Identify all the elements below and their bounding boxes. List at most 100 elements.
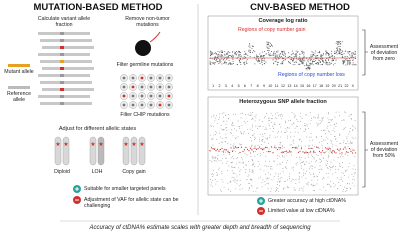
dot xyxy=(280,136,281,138)
dot xyxy=(230,55,232,57)
dot xyxy=(302,51,304,53)
dot xyxy=(256,188,258,190)
dot xyxy=(352,125,354,127)
dot xyxy=(338,40,340,42)
dot xyxy=(233,145,235,147)
allele xyxy=(60,32,64,35)
dot xyxy=(352,129,354,131)
dot xyxy=(255,54,257,56)
dot xyxy=(293,56,295,58)
dot xyxy=(309,62,311,64)
dot xyxy=(341,50,343,52)
dot xyxy=(292,52,294,54)
dot xyxy=(350,54,352,56)
dot xyxy=(222,181,224,183)
dot xyxy=(342,162,343,163)
dot xyxy=(323,62,325,64)
dot xyxy=(276,187,278,189)
dot xyxy=(243,56,245,58)
nucleus xyxy=(149,85,153,89)
dot xyxy=(307,65,309,67)
dot xyxy=(251,149,253,151)
dot xyxy=(234,167,236,169)
dot xyxy=(217,169,219,171)
dot xyxy=(311,165,313,167)
dot xyxy=(347,64,349,66)
dot xyxy=(252,118,254,120)
dot xyxy=(260,54,262,56)
dot xyxy=(344,143,346,144)
dot xyxy=(299,121,301,123)
pro-label: Greater accuracy at high ctDNA% xyxy=(268,198,346,204)
dot xyxy=(331,50,333,52)
dot xyxy=(314,184,316,186)
dot xyxy=(282,61,284,63)
dot xyxy=(273,175,275,177)
dot xyxy=(335,166,336,168)
chromosome xyxy=(97,136,105,166)
dot xyxy=(305,150,307,152)
dot xyxy=(274,124,276,126)
dot xyxy=(310,58,312,60)
dot xyxy=(337,49,339,51)
dot xyxy=(314,52,316,54)
dot xyxy=(307,184,309,186)
dot xyxy=(261,64,263,66)
dot xyxy=(267,137,269,139)
chromosome-label: 17 xyxy=(312,84,317,88)
dot xyxy=(341,171,343,173)
dot xyxy=(274,60,276,62)
dot xyxy=(330,161,332,163)
nucleus xyxy=(122,103,126,107)
dot xyxy=(346,188,348,190)
dot xyxy=(328,121,329,123)
dot xyxy=(342,166,344,168)
dot xyxy=(325,133,327,135)
dot xyxy=(216,53,218,55)
dot xyxy=(335,169,337,170)
dot xyxy=(328,53,330,55)
dot xyxy=(302,60,304,62)
dot xyxy=(317,146,319,148)
dot xyxy=(228,165,230,167)
dot xyxy=(325,189,327,191)
dot xyxy=(265,137,267,139)
dot xyxy=(237,167,239,169)
dot xyxy=(304,164,306,166)
dot xyxy=(222,158,224,159)
dot xyxy=(290,180,292,182)
dot xyxy=(312,64,314,66)
dot xyxy=(314,151,316,153)
dot xyxy=(281,52,283,54)
dot xyxy=(240,184,242,185)
dot xyxy=(282,156,284,158)
dot xyxy=(353,185,355,187)
dot xyxy=(271,121,272,123)
dot xyxy=(251,169,253,171)
dot xyxy=(291,167,293,169)
dot xyxy=(278,147,280,149)
dot xyxy=(252,159,253,161)
dot xyxy=(342,190,344,192)
dot xyxy=(241,125,243,127)
dot xyxy=(283,156,285,158)
nucleus xyxy=(140,85,144,89)
dot xyxy=(320,160,322,162)
dot xyxy=(326,143,328,145)
dot xyxy=(322,116,324,118)
dot xyxy=(306,123,308,125)
dot xyxy=(247,113,249,115)
dot xyxy=(220,61,222,63)
dot xyxy=(321,135,323,137)
dot xyxy=(271,54,273,56)
dot xyxy=(334,50,336,52)
dot xyxy=(339,45,341,47)
dot xyxy=(254,146,256,148)
dot xyxy=(212,169,214,171)
dot xyxy=(259,138,260,140)
dot xyxy=(281,147,283,149)
dot xyxy=(326,61,328,63)
dot xyxy=(278,181,280,183)
dot xyxy=(354,56,356,58)
dot xyxy=(216,171,218,173)
